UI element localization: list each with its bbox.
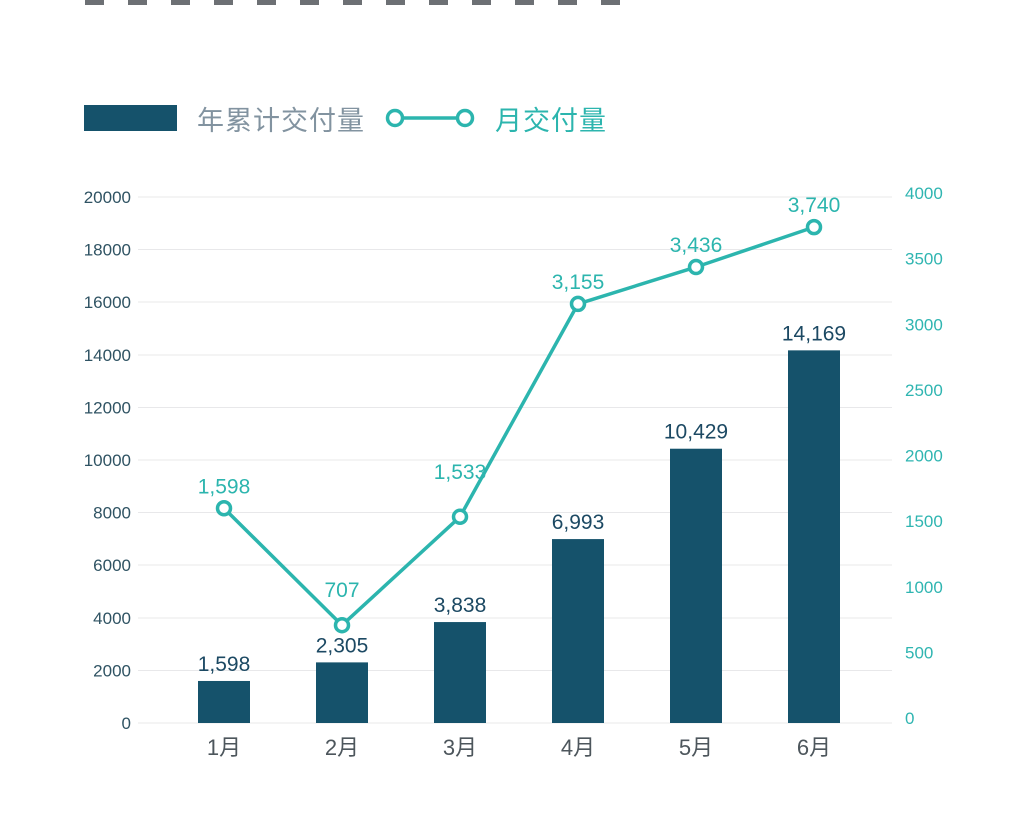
line-value-label: 1,533 [434, 461, 487, 484]
bar-1月 [198, 680, 250, 723]
line-point-1月 [215, 500, 233, 517]
right-axis-tick-label: 3000 [905, 315, 943, 334]
gridlines-group [138, 196, 892, 724]
x-axis-label-1月: 1月 [207, 735, 241, 760]
left-axis-tick-label: 16000 [84, 293, 131, 312]
bar-value-labels-group: 1,598 2,305 3,838 6,993 10,429 14,169 [198, 322, 846, 676]
legend-item-monthly[interactable]: 月交付量 [495, 105, 607, 136]
line-point-3月 [451, 508, 469, 526]
legend-bar-swatch [84, 105, 177, 131]
clipped-page-title [85, 0, 633, 5]
x-axis-label-3月: 3月 [443, 735, 477, 760]
line-series-path [222, 225, 816, 627]
bar-value-label: 6,993 [552, 511, 605, 534]
left-axis-tick-label: 12000 [84, 398, 131, 417]
line-point-2月 [333, 616, 351, 634]
bar-6月 [788, 350, 840, 723]
bars-group [198, 350, 840, 723]
bar-value-label: 14,169 [782, 322, 846, 345]
bar-value-label: 3,838 [434, 594, 487, 617]
left-axis-ticks-group: 0 2000 4000 6000 8000 10000 12000 14000 16000 180… [84, 188, 131, 733]
right-axis-tick-label: 3500 [905, 250, 943, 269]
bar-3月 [434, 622, 486, 723]
right-axis-ticks-group: 0 500 1000 1500 2000 2500 3000 3500 4000 [905, 184, 943, 728]
line-value-labels-group: 1,598 707 1,533 3,155 3,436 3,740 [198, 194, 841, 602]
legend-line-marker-icon [385, 108, 475, 128]
left-axis-tick-label: 10000 [84, 451, 131, 470]
line-series-group [215, 218, 823, 634]
right-axis-tick-label: 1000 [905, 578, 943, 597]
line-value-label: 3,740 [788, 194, 841, 217]
right-axis-tick-label: 2500 [905, 381, 943, 400]
left-axis-tick-label: 2000 [93, 661, 131, 680]
left-axis-tick-label: 4000 [93, 609, 131, 628]
bar-value-label: 10,429 [664, 421, 728, 444]
right-axis-tick-label: 2000 [905, 447, 943, 466]
right-axis-tick-label: 0 [905, 709, 914, 728]
bar-5月 [670, 448, 722, 723]
left-axis-tick-label: 20000 [84, 188, 131, 207]
line-point-6月 [805, 218, 823, 236]
left-axis-tick-label: 18000 [84, 241, 131, 260]
x-axis-label-5月: 5月 [679, 735, 713, 760]
bar-4月 [552, 539, 604, 723]
left-axis-tick-label: 8000 [93, 504, 131, 523]
bar-value-label: 1,598 [198, 653, 251, 676]
right-axis-tick-label: 500 [905, 643, 933, 662]
bar-2月 [316, 662, 368, 723]
line-point-5月 [687, 258, 705, 276]
line-value-label: 707 [324, 579, 359, 602]
line-value-label: 3,436 [670, 234, 723, 257]
left-axis-tick-label: 0 [122, 714, 131, 733]
line-point-4月 [569, 295, 587, 313]
left-axis-tick-label: 14000 [84, 346, 131, 365]
x-axis-labels-group: 1月 2月 3月 4月 5月 6月 [207, 735, 831, 760]
right-axis-tick-label: 4000 [905, 184, 943, 203]
line-value-label: 1,598 [198, 475, 251, 498]
left-axis-tick-label: 6000 [93, 556, 131, 575]
bar-value-label: 2,305 [316, 634, 369, 657]
line-value-label: 3,155 [552, 271, 605, 294]
chart-legend: 年累计交付量 月交付量 [84, 102, 607, 136]
x-axis-label-4月: 4月 [561, 735, 595, 760]
x-axis-label-2月: 2月 [325, 735, 359, 760]
x-axis-label-6月: 6月 [797, 735, 831, 760]
right-axis-tick-label: 1500 [905, 512, 943, 531]
legend-item-cumulative[interactable]: 年累计交付量 [197, 105, 365, 136]
